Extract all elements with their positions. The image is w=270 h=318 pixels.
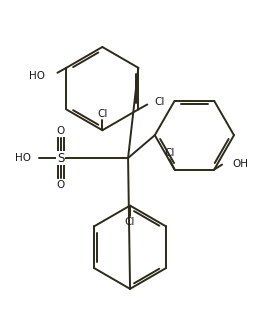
Text: Cl: Cl xyxy=(125,218,135,227)
Text: S: S xyxy=(57,151,65,164)
Text: HO: HO xyxy=(15,153,31,163)
Text: O: O xyxy=(57,180,65,190)
Text: HO: HO xyxy=(29,71,45,81)
Text: OH: OH xyxy=(232,159,248,169)
Text: Cl: Cl xyxy=(97,109,107,119)
Text: Cl: Cl xyxy=(154,96,164,107)
Text: O: O xyxy=(57,126,65,136)
Text: Cl: Cl xyxy=(164,148,175,158)
